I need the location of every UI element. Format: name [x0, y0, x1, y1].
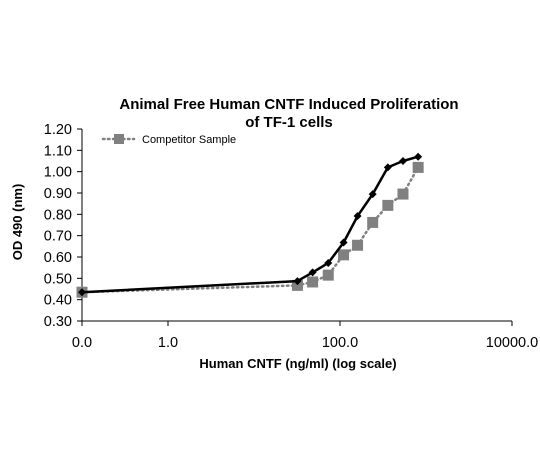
x-ticks: 0.0 1.0 100.0 10000.0 — [72, 321, 538, 351]
data-point-competitor — [291, 279, 303, 291]
y-ticks: 0.30 0.40 0.50 0.60 0.70 0.80 0.90 1.00 1.10 1.20 — [44, 122, 82, 330]
x-tick-label: 10000.0 — [486, 335, 538, 351]
data-point-main — [339, 238, 348, 247]
y-tick-label: 0.30 — [44, 314, 72, 330]
y-tick-label: 0.80 — [44, 207, 72, 223]
chart-title-line2: of TF-1 cells — [245, 114, 333, 131]
data-point-main — [383, 163, 392, 172]
data-point-main — [308, 268, 317, 277]
x-tick-label: 0.0 — [72, 335, 92, 351]
chart-title-line1: Animal Free Human CNTF Induced Prolifera… — [119, 96, 458, 113]
y-tick-label: 1.00 — [44, 165, 72, 181]
data-point-competitor — [382, 199, 394, 211]
data-point-competitor — [367, 216, 379, 228]
data-point-main — [414, 152, 423, 161]
y-tick-label: 0.50 — [44, 271, 72, 287]
data-point-main — [78, 288, 86, 297]
axes — [81, 129, 512, 322]
data-point-competitor — [307, 276, 319, 288]
series-layer — [76, 152, 424, 298]
data-point-competitor — [397, 188, 409, 200]
series-line-main — [80, 155, 420, 294]
y-axis-label: OD 490 (nm) — [10, 184, 25, 261]
y-tick-label: 0.40 — [44, 293, 72, 309]
y-tick-label: 1.10 — [44, 143, 72, 159]
data-point-competitor — [412, 161, 424, 173]
series-line-competitor — [80, 166, 420, 294]
data-point-competitor — [322, 269, 334, 281]
legend-competitor-label: Competitor Sample — [142, 134, 236, 146]
y-tick-label: 0.60 — [44, 250, 72, 266]
x-tick-label: 1.0 — [158, 335, 178, 351]
y-tick-label: 0.90 — [44, 186, 72, 202]
data-point-competitor — [352, 239, 364, 251]
y-tick-label: 1.20 — [44, 122, 72, 138]
data-point-main — [353, 212, 362, 221]
legend: Competitor Sample — [101, 134, 236, 146]
data-point-main — [324, 258, 333, 267]
x-axis-label: Human CNTF (ng/ml) (log scale) — [199, 356, 396, 371]
data-point-main — [293, 277, 302, 286]
y-tick-label: 0.70 — [44, 229, 72, 245]
data-point-competitor — [338, 249, 350, 261]
data-point-main — [398, 157, 407, 165]
data-point-main — [368, 190, 377, 199]
x-tick-label: 100.0 — [322, 335, 358, 351]
legend-competitor-marker — [114, 134, 124, 144]
